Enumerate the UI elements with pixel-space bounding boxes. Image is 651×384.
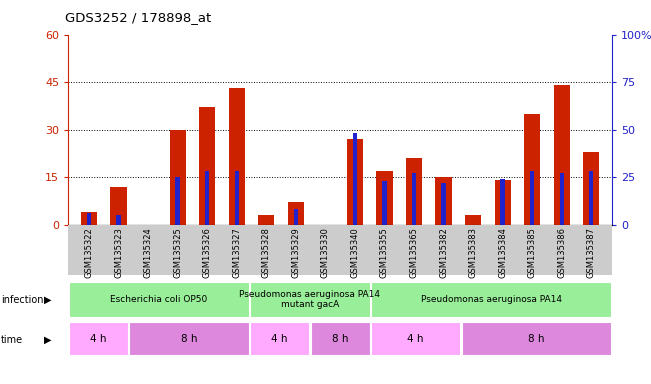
- Text: GSM135384: GSM135384: [498, 227, 507, 278]
- Text: GSM135365: GSM135365: [409, 227, 419, 278]
- Bar: [81, 212, 97, 225]
- Bar: [371, 282, 611, 317]
- Text: GSM135385: GSM135385: [528, 227, 536, 278]
- Text: GSM135386: GSM135386: [557, 227, 566, 278]
- Text: GSM135340: GSM135340: [350, 227, 359, 278]
- Bar: [199, 108, 215, 225]
- Bar: [376, 171, 393, 225]
- Bar: [250, 323, 309, 355]
- Text: GSM135324: GSM135324: [144, 227, 152, 278]
- Bar: [68, 225, 612, 275]
- Text: time: time: [1, 335, 23, 345]
- Bar: [288, 202, 304, 225]
- Bar: [69, 282, 249, 317]
- Bar: [462, 323, 611, 355]
- Bar: [234, 171, 239, 225]
- Text: infection: infection: [1, 295, 43, 305]
- Bar: [371, 323, 460, 355]
- Text: GSM135383: GSM135383: [469, 227, 478, 278]
- Text: GSM135382: GSM135382: [439, 227, 448, 278]
- Text: ▶: ▶: [44, 335, 52, 345]
- Text: ▶: ▶: [44, 295, 52, 305]
- Text: GSM135326: GSM135326: [202, 227, 212, 278]
- Bar: [465, 215, 481, 225]
- Text: 4 h: 4 h: [271, 334, 288, 344]
- Bar: [583, 152, 600, 225]
- Bar: [353, 133, 357, 225]
- Text: GDS3252 / 178898_at: GDS3252 / 178898_at: [65, 12, 212, 25]
- Text: 4 h: 4 h: [90, 334, 107, 344]
- Bar: [130, 323, 249, 355]
- Text: 8 h: 8 h: [181, 334, 197, 344]
- Bar: [176, 177, 180, 225]
- Bar: [87, 213, 91, 225]
- Bar: [436, 177, 452, 225]
- Bar: [412, 173, 416, 225]
- Bar: [69, 323, 128, 355]
- Bar: [258, 215, 275, 225]
- Text: GSM135330: GSM135330: [321, 227, 330, 278]
- Bar: [559, 173, 564, 225]
- Text: GSM135328: GSM135328: [262, 227, 271, 278]
- Text: GSM135387: GSM135387: [587, 227, 596, 278]
- Bar: [524, 114, 540, 225]
- Bar: [169, 130, 186, 225]
- Text: GSM135323: GSM135323: [114, 227, 123, 278]
- Bar: [229, 88, 245, 225]
- Text: Escherichia coli OP50: Escherichia coli OP50: [110, 295, 208, 304]
- Bar: [495, 180, 511, 225]
- Bar: [382, 181, 387, 225]
- Text: GSM135329: GSM135329: [292, 227, 300, 278]
- Bar: [311, 323, 370, 355]
- Bar: [294, 209, 298, 225]
- Text: 4 h: 4 h: [408, 334, 424, 344]
- Bar: [441, 183, 446, 225]
- Bar: [501, 179, 505, 225]
- Text: GSM135327: GSM135327: [232, 227, 242, 278]
- Bar: [347, 139, 363, 225]
- Bar: [553, 85, 570, 225]
- Bar: [406, 158, 422, 225]
- Bar: [205, 171, 210, 225]
- Text: GSM135322: GSM135322: [85, 227, 94, 278]
- Text: 8 h: 8 h: [332, 334, 348, 344]
- Text: GSM135325: GSM135325: [173, 227, 182, 278]
- Bar: [111, 187, 127, 225]
- Bar: [530, 171, 534, 225]
- Bar: [250, 282, 370, 317]
- Text: 8 h: 8 h: [528, 334, 545, 344]
- Text: GSM135355: GSM135355: [380, 227, 389, 278]
- Text: Pseudomonas aeruginosa PA14
mutant gacA: Pseudomonas aeruginosa PA14 mutant gacA: [240, 290, 380, 309]
- Bar: [589, 171, 594, 225]
- Bar: [117, 215, 121, 225]
- Text: Pseudomonas aeruginosa PA14: Pseudomonas aeruginosa PA14: [421, 295, 562, 304]
